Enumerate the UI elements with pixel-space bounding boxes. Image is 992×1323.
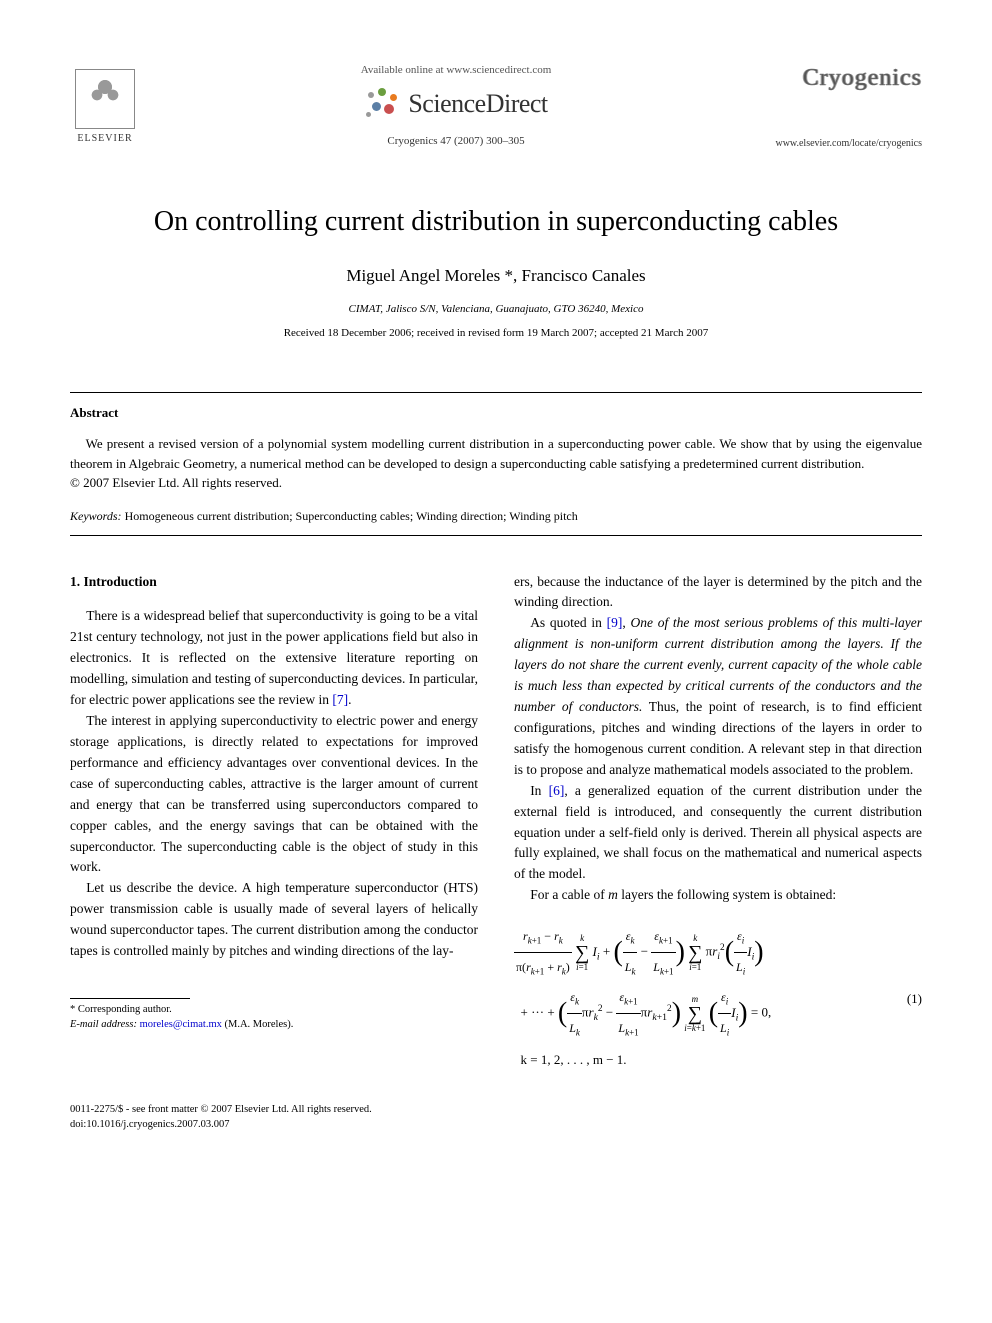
elsevier-logo: ELSEVIER (70, 66, 140, 146)
equation-1: rk+1 − rkπ(rk+1 + rk) k∑i=1 Ii + (εkLk −… (514, 922, 922, 1075)
intro-p3b: ers, because the inductance of the layer… (514, 572, 922, 614)
ref-7[interactable]: [7] (332, 692, 348, 707)
article-title: On controlling current distribution in s… (70, 201, 922, 243)
body-columns: 1. Introduction There is a widespread be… (70, 572, 922, 1084)
footnote-corresponding: * Corresponding author. (70, 1003, 478, 1018)
affiliation: CIMAT, Jalisco S/N, Valenciana, Guanajua… (70, 301, 922, 318)
p1-end: . (348, 692, 351, 707)
intro-p1: There is a widespread belief that superc… (70, 606, 478, 711)
email-suffix: (M.A. Moreles). (222, 1019, 293, 1030)
rule-top (70, 392, 922, 393)
intro-p5: In [6], a generalized equation of the cu… (514, 781, 922, 886)
sciencedirect-text: ScienceDirect (408, 84, 547, 123)
p4a: As quoted in (530, 615, 606, 630)
p5b: , a generalized equation of the current … (514, 783, 922, 882)
abstract-text: We present a revised version of a polyno… (70, 434, 922, 473)
p6b: layers the following system is obtained: (618, 887, 836, 902)
copyright-line: © 2007 Elsevier Ltd. All rights reserved… (70, 473, 922, 493)
keywords-line: Keywords: Homogeneous current distributi… (70, 507, 922, 525)
footer-line2: doi:10.1016/j.cryogenics.2007.03.007 (70, 1118, 922, 1133)
publisher-name: ELSEVIER (77, 131, 132, 146)
p5a: In (530, 783, 548, 798)
keywords-text: Homogeneous current distribution; Superc… (122, 509, 578, 523)
sciencedirect-icon (364, 86, 400, 122)
header-bar: ELSEVIER Available online at www.science… (70, 60, 922, 151)
sciencedirect-brand: ScienceDirect (160, 84, 752, 123)
intro-p6: For a cable of m layers the following sy… (514, 885, 922, 906)
ref-9[interactable]: [9] (607, 615, 623, 630)
section-1-heading: 1. Introduction (70, 572, 478, 593)
email-label: E-mail address: (70, 1019, 137, 1030)
p6a: For a cable of (530, 887, 608, 902)
abstract-label: Abstract (70, 403, 922, 423)
authors-line: Miguel Angel Moreles *, Francisco Canale… (70, 263, 922, 289)
journal-name: Cryogenics (772, 60, 922, 96)
keywords-label: Keywords: (70, 509, 122, 523)
journal-url: www.elsevier.com/locate/cryogenics (772, 136, 922, 151)
intro-p3: Let us describe the device. A high tempe… (70, 878, 478, 962)
email-address[interactable]: moreles@cimat.mx (137, 1019, 222, 1030)
rule-bottom (70, 535, 922, 536)
left-column: 1. Introduction There is a widespread be… (70, 572, 478, 1084)
footer-line1: 0011-2275/$ - see front matter © 2007 El… (70, 1103, 922, 1118)
journal-logo-block: Cryogenics www.elsevier.com/locate/cryog… (772, 60, 922, 151)
elsevier-tree-icon (75, 69, 135, 129)
equation-k-range: k = 1, 2, . . . , m − 1. (521, 1052, 627, 1067)
equation-number: (1) (895, 989, 922, 1009)
p1-text: There is a widespread belief that superc… (70, 608, 478, 707)
equation-content: rk+1 − rkπ(rk+1 + rk) k∑i=1 Ii + (εkLk −… (514, 922, 895, 1075)
right-column: ers, because the inductance of the layer… (514, 572, 922, 1084)
article-dates: Received 18 December 2006; received in r… (70, 325, 922, 342)
citation-line: Cryogenics 47 (2007) 300–305 (160, 133, 752, 150)
ref-6[interactable]: [6] (549, 783, 565, 798)
footnote-rule (70, 998, 190, 999)
available-online-text: Available online at www.sciencedirect.co… (160, 62, 752, 79)
intro-p2: The interest in applying superconductivi… (70, 711, 478, 878)
footnote-email: E-mail address: moreles@cimat.mx (M.A. M… (70, 1018, 478, 1033)
p6-var: m (608, 887, 618, 902)
center-header: Available online at www.sciencedirect.co… (140, 62, 772, 150)
page-footer: 0011-2275/$ - see front matter © 2007 El… (70, 1103, 922, 1132)
intro-p4: As quoted in [9], One of the most seriou… (514, 613, 922, 780)
